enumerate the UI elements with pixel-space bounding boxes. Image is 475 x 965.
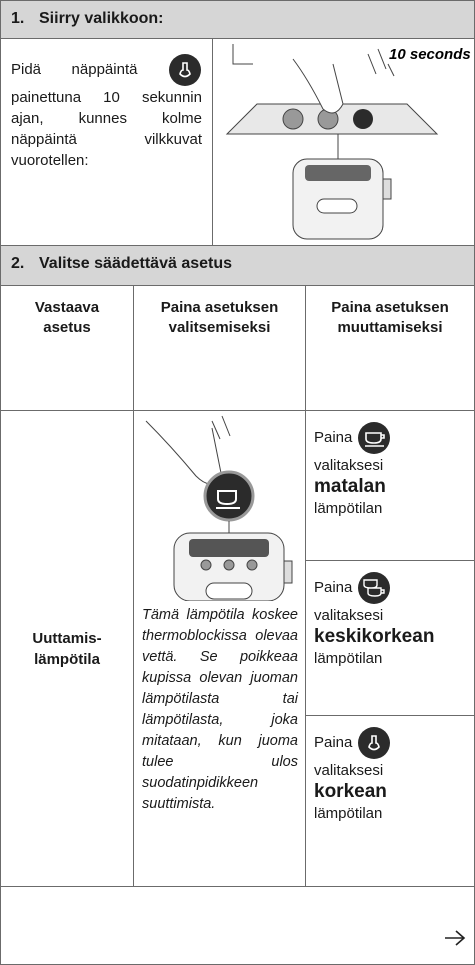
next-arrow (445, 930, 466, 946)
level: korkean (314, 781, 387, 802)
step1-illustration-cell: 10 seconds (212, 38, 475, 246)
illustration-label: 10 seconds (389, 46, 471, 63)
steam-button-icon (357, 727, 390, 759)
text: painettuna 10 sekunnin ajan, kunnes kolm… (11, 89, 202, 169)
column-header: Vastaava asetus (0, 285, 134, 411)
option-cell: Paina valitaksesi korkean lämpötilan (305, 715, 475, 887)
setting: Uuttamis-lämpötila (32, 629, 102, 668)
text: lämpötilan (314, 500, 383, 517)
step2-header: 2. Valitse säädettävä asetus (0, 245, 475, 286)
text: valitaksesi (314, 457, 384, 474)
column-header: Paina asetuksen valitsemiseksi (133, 285, 306, 411)
step-title: Valitse säädettävä asetus (39, 255, 233, 272)
column-header: Paina asetuksen muuttamiseksi (305, 285, 475, 411)
text: Paina (314, 578, 353, 596)
step1-text: Pidä näppäintä painettuna 10 sekunnin aj… (0, 38, 213, 246)
footer-cell (0, 886, 475, 965)
text: Paina (314, 733, 353, 751)
text: Paina asetuksen valitsemiseksi (160, 299, 279, 336)
level: keskikorkean (314, 626, 435, 647)
note: Tämä lämpötila koskee thermoblockissa ol… (142, 607, 298, 812)
step1-header: 1. Siirry valikkoon: (0, 0, 475, 39)
text: valitaksesi (314, 762, 384, 779)
illustration (145, 415, 293, 602)
cup-button-icon (357, 422, 390, 454)
text: Pidä näppäintä (11, 60, 138, 78)
text: lämpötilan (314, 650, 383, 667)
text: Paina (314, 428, 353, 446)
step-number: 2. (11, 255, 25, 272)
text: lämpötilan (314, 805, 383, 822)
option-cell: Paina valitaksesi keskikorkean lämpötila… (305, 560, 475, 716)
text: valitaksesi (314, 607, 384, 624)
text: Paina asetuksen muuttamiseksi (331, 299, 449, 336)
option-cell: Paina valitaksesi matalan lämpötilan (305, 410, 475, 561)
text: Vastaava asetus (34, 299, 100, 336)
illustration: 10 seconds (225, 44, 471, 240)
step-title: Siirry valikkoon: (39, 10, 164, 27)
level: matalan (314, 476, 386, 497)
two-cup-button-icon (357, 572, 390, 604)
setting-cell: Uuttamis-lämpötila (0, 410, 134, 887)
step-number: 1. (11, 10, 25, 27)
steam-button-icon (169, 54, 201, 86)
illustration-cell: Tämä lämpötila koskee thermoblockissa ol… (133, 410, 306, 887)
